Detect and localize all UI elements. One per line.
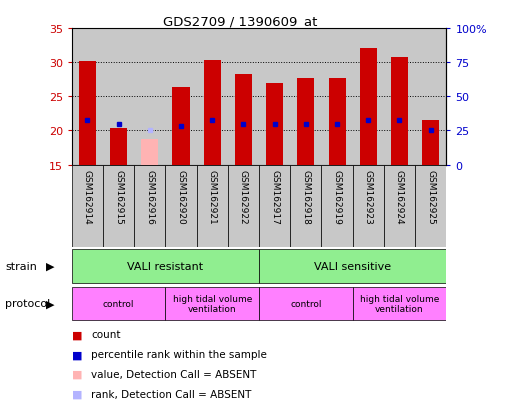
Text: control: control bbox=[103, 299, 134, 308]
Bar bbox=[103, 165, 134, 248]
Bar bbox=[259, 287, 353, 320]
Bar bbox=[290, 29, 322, 165]
Text: GSM162922: GSM162922 bbox=[239, 169, 248, 224]
Text: GSM162918: GSM162918 bbox=[301, 169, 310, 224]
Bar bbox=[72, 29, 103, 165]
Bar bbox=[134, 165, 165, 248]
Title: GDS2709 / 1390609_at: GDS2709 / 1390609_at bbox=[163, 15, 318, 28]
Bar bbox=[141, 140, 159, 165]
Text: value, Detection Call = ABSENT: value, Detection Call = ABSENT bbox=[91, 369, 256, 379]
Bar bbox=[415, 165, 446, 248]
Bar bbox=[110, 129, 127, 165]
Bar bbox=[103, 29, 134, 165]
Bar bbox=[72, 249, 259, 283]
Text: ■: ■ bbox=[72, 330, 82, 339]
Text: VALI sensitive: VALI sensitive bbox=[314, 261, 391, 271]
Bar bbox=[196, 29, 228, 165]
Text: GSM162914: GSM162914 bbox=[83, 169, 92, 224]
Text: GSM162921: GSM162921 bbox=[208, 169, 217, 224]
Text: GSM162925: GSM162925 bbox=[426, 169, 435, 224]
Bar bbox=[196, 165, 228, 248]
Text: GSM162923: GSM162923 bbox=[364, 169, 373, 224]
Bar bbox=[165, 287, 259, 320]
Text: GSM162915: GSM162915 bbox=[114, 169, 123, 224]
Bar bbox=[134, 29, 165, 165]
Text: GSM162917: GSM162917 bbox=[270, 169, 279, 224]
Bar bbox=[79, 62, 96, 165]
Bar bbox=[353, 287, 446, 320]
Text: GSM162919: GSM162919 bbox=[332, 169, 342, 224]
Text: count: count bbox=[91, 330, 121, 339]
Bar bbox=[228, 29, 259, 165]
Bar bbox=[422, 121, 439, 165]
Bar bbox=[172, 88, 190, 165]
Bar bbox=[165, 165, 196, 248]
Text: GSM162920: GSM162920 bbox=[176, 169, 186, 224]
Text: high tidal volume
ventilation: high tidal volume ventilation bbox=[172, 294, 252, 313]
Text: ■: ■ bbox=[72, 369, 82, 379]
Text: percentile rank within the sample: percentile rank within the sample bbox=[91, 349, 267, 359]
Bar bbox=[298, 78, 314, 165]
Text: protocol: protocol bbox=[5, 299, 50, 309]
Bar bbox=[328, 78, 346, 165]
Text: high tidal volume
ventilation: high tidal volume ventilation bbox=[360, 294, 439, 313]
Text: ▶: ▶ bbox=[46, 261, 55, 271]
Bar bbox=[266, 83, 283, 165]
Bar bbox=[204, 61, 221, 165]
Bar bbox=[72, 165, 103, 248]
Bar bbox=[259, 249, 446, 283]
Text: GSM162924: GSM162924 bbox=[395, 169, 404, 224]
Bar bbox=[353, 165, 384, 248]
Bar bbox=[259, 165, 290, 248]
Bar bbox=[384, 165, 415, 248]
Bar bbox=[165, 29, 196, 165]
Text: control: control bbox=[290, 299, 322, 308]
Text: ■: ■ bbox=[72, 389, 82, 399]
Text: GSM162916: GSM162916 bbox=[145, 169, 154, 224]
Bar bbox=[384, 29, 415, 165]
Bar bbox=[353, 29, 384, 165]
Bar bbox=[228, 165, 259, 248]
Bar bbox=[322, 29, 353, 165]
Bar bbox=[322, 165, 353, 248]
Bar bbox=[290, 165, 322, 248]
Bar bbox=[415, 29, 446, 165]
Text: ■: ■ bbox=[72, 349, 82, 359]
Text: strain: strain bbox=[5, 261, 37, 271]
Bar bbox=[360, 49, 377, 165]
Bar bbox=[235, 75, 252, 165]
Text: VALI resistant: VALI resistant bbox=[127, 261, 204, 271]
Text: rank, Detection Call = ABSENT: rank, Detection Call = ABSENT bbox=[91, 389, 252, 399]
Bar bbox=[259, 29, 290, 165]
Bar bbox=[391, 57, 408, 165]
Bar bbox=[72, 287, 165, 320]
Text: ▶: ▶ bbox=[46, 299, 55, 309]
